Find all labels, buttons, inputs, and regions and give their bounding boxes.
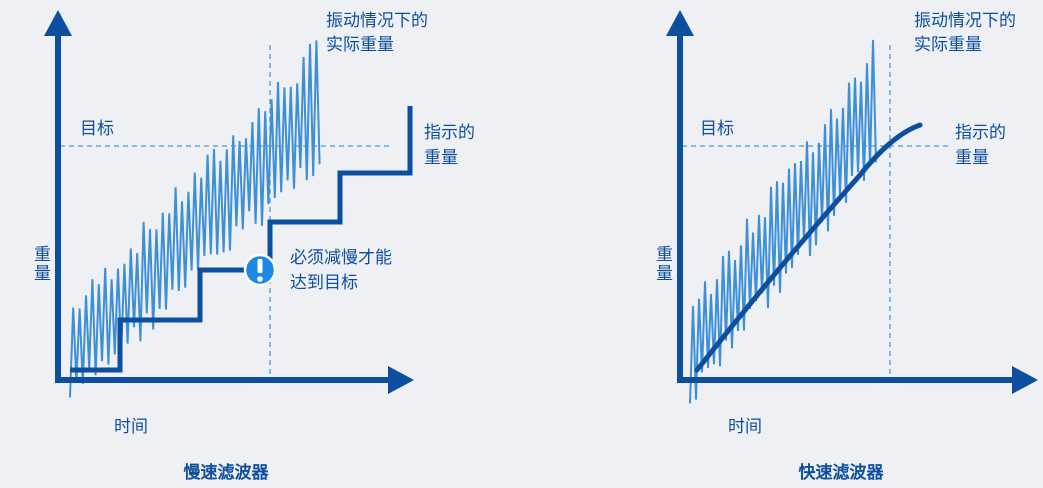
indicated-weight-label-line2: 重量 xyxy=(955,148,989,168)
actual-weight-label-line1: 振动情况下的 xyxy=(914,11,1016,31)
vibration-trace xyxy=(689,39,877,404)
y-axis-arrow-icon xyxy=(44,10,72,36)
actual-weight-signal xyxy=(689,39,877,404)
x-axis-label: 时间 xyxy=(114,417,148,437)
x-axis-arrow-icon xyxy=(1012,366,1038,394)
slow-filter-title: 慢速滤波器 xyxy=(183,463,269,483)
indicated-weight-curve xyxy=(694,122,923,373)
fast-filter-title: 快速滤波器 xyxy=(798,463,884,483)
warning-text-line2: 达到目标 xyxy=(290,273,358,293)
y-axis-arrow-icon xyxy=(666,10,694,36)
y-axis-label: 重量 xyxy=(30,245,50,283)
indicated-weight-label-line1: 指示的 xyxy=(424,123,475,143)
x-axis-arrow-icon xyxy=(388,366,414,394)
actual-weight-label-line1: 振动情况下的 xyxy=(326,11,428,31)
slow-filter-panel xyxy=(44,10,414,398)
exclamation-icon xyxy=(243,253,277,287)
y-axis-label: 重量 xyxy=(652,245,672,283)
fast-filter-panel xyxy=(666,10,1038,404)
x-axis-label: 时间 xyxy=(728,417,762,437)
actual-weight-label-line2: 实际重量 xyxy=(914,35,982,55)
warning-text-line1: 必须减慢才能 xyxy=(290,248,392,268)
actual-weight-signal xyxy=(69,40,321,398)
vibration-trace xyxy=(69,40,321,398)
actual-weight-label-line2: 实际重量 xyxy=(326,35,394,55)
target-label: 目标 xyxy=(80,119,114,139)
indicated-weight-label-line2: 重量 xyxy=(424,148,458,168)
target-label: 目标 xyxy=(700,119,734,139)
indicated-weight-label-line1: 指示的 xyxy=(955,123,1006,143)
